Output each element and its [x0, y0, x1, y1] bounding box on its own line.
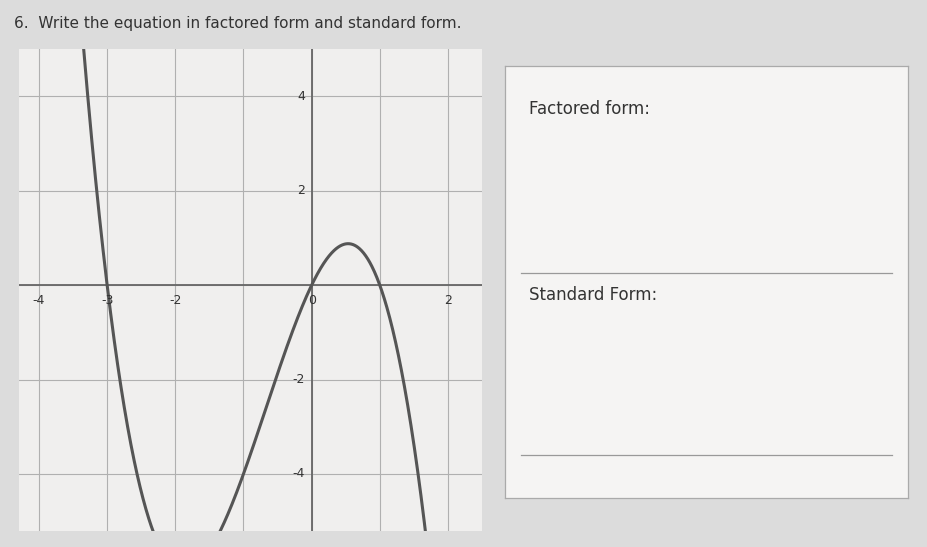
Text: -2: -2: [169, 294, 182, 307]
Text: Factored form:: Factored form:: [529, 100, 651, 118]
Text: -2: -2: [292, 373, 305, 386]
Text: 2: 2: [444, 294, 451, 307]
Text: 2: 2: [297, 184, 305, 197]
Text: -4: -4: [32, 294, 45, 307]
Text: 4: 4: [297, 90, 305, 103]
Text: Standard Form:: Standard Form:: [529, 286, 657, 304]
Text: 6.  Write the equation in factored form and standard form.: 6. Write the equation in factored form a…: [14, 16, 462, 31]
Text: -4: -4: [292, 468, 305, 480]
Text: -3: -3: [101, 294, 113, 307]
Text: 0: 0: [308, 294, 315, 307]
